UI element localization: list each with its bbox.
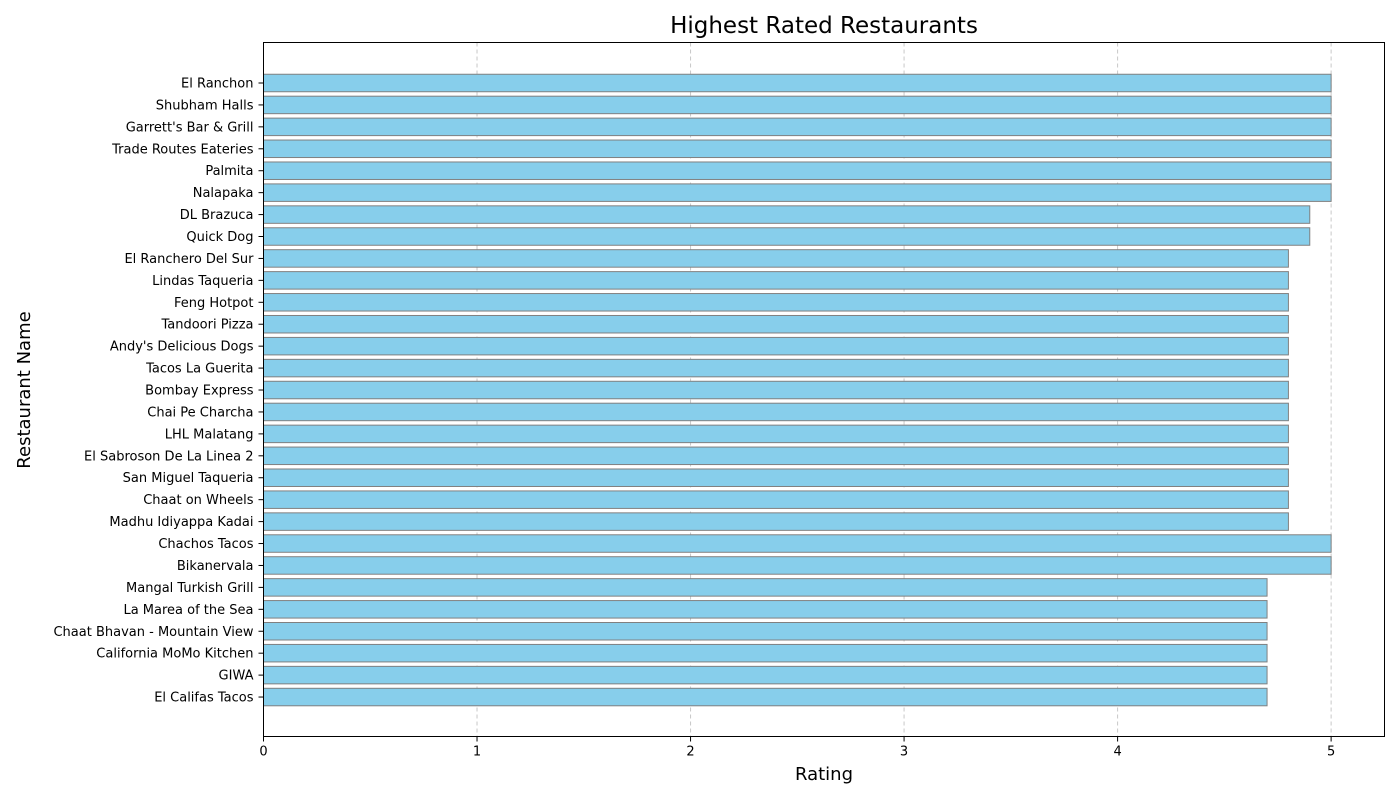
y-tick-label: Andy's Delicious Dogs xyxy=(110,340,254,355)
bar xyxy=(263,468,1289,487)
x-tick-label: 3 xyxy=(900,745,908,760)
x-tick-label: 5 xyxy=(1327,745,1335,760)
bar xyxy=(263,95,1332,115)
y-tick-label: Madhu Idiyappa Kadai xyxy=(109,515,253,530)
y-tick-label: Trade Routes Eateries xyxy=(111,142,254,157)
bar xyxy=(263,249,1289,268)
bar xyxy=(263,117,1332,137)
bar xyxy=(263,665,1268,685)
bar xyxy=(263,183,1332,202)
bar xyxy=(263,490,1289,509)
y-tick-label: Mangal Turkish Grill xyxy=(126,581,253,596)
bar xyxy=(263,402,1289,422)
x-axis-label: Rating xyxy=(795,764,853,785)
x-tick-label: 4 xyxy=(1113,745,1121,760)
y-tick-label: Feng Hotpot xyxy=(174,296,254,311)
y-tick-label: Nalapaka xyxy=(193,186,254,201)
y-tick-label: Bikanervala xyxy=(177,559,254,574)
bar xyxy=(263,578,1268,597)
y-tick-label: Chaat Bhavan - Mountain View xyxy=(53,625,253,640)
y-tick-label: La Marea of the Sea xyxy=(123,603,253,618)
bar xyxy=(263,687,1268,707)
bar xyxy=(263,534,1332,553)
bar xyxy=(263,73,1332,93)
bar xyxy=(263,227,1311,246)
x-tick-label: 2 xyxy=(686,745,694,760)
y-tick-label: LHL Malatang xyxy=(165,427,254,442)
y-tick-label: El Sabroson De La Linea 2 xyxy=(84,449,253,464)
bar xyxy=(263,358,1289,378)
x-axis-ticks: 0 1 2 3 4 5 xyxy=(259,736,1335,760)
y-tick-label: El Ranchero Del Sur xyxy=(124,252,254,267)
y-tick-label: Quick Dog xyxy=(186,230,253,245)
bar xyxy=(263,271,1289,290)
y-tick-label: Tacos La Guerita xyxy=(145,362,253,377)
y-tick-label: Shubham Halls xyxy=(156,98,254,113)
bar xyxy=(263,293,1289,312)
bar xyxy=(263,336,1289,356)
bar xyxy=(263,512,1289,531)
bar xyxy=(263,643,1268,663)
y-tick-label: GIWA xyxy=(219,669,254,684)
y-axis-ticks: El Ranchon Shubham Halls Garrett's Bar & G… xyxy=(53,77,264,706)
y-axis-label: Restaurant Name xyxy=(14,311,35,468)
y-tick-label: Tandoori Pizza xyxy=(160,318,253,333)
y-tick-label: Chaat on Wheels xyxy=(143,493,254,508)
y-tick-label: Chachos Tacos xyxy=(158,537,253,552)
bar xyxy=(263,161,1332,180)
chart-title: Highest Rated Restaurants xyxy=(670,13,978,39)
bar xyxy=(263,205,1311,224)
y-tick-label: Bombay Express xyxy=(145,384,254,399)
x-tick-label: 0 xyxy=(259,745,267,760)
bar xyxy=(263,622,1268,641)
y-tick-label: Garrett's Bar & Grill xyxy=(126,120,254,135)
y-tick-label: San Miguel Taqueria xyxy=(123,471,254,486)
bars xyxy=(263,73,1332,707)
y-tick-label: El Ranchon xyxy=(181,77,254,92)
bar xyxy=(263,556,1332,575)
bar xyxy=(263,424,1289,444)
bar xyxy=(263,380,1289,400)
bar xyxy=(263,446,1289,466)
y-tick-label: Palmita xyxy=(205,164,253,179)
y-tick-label: El Califas Tacos xyxy=(154,691,254,706)
bar xyxy=(263,314,1289,334)
plot-frame xyxy=(263,42,1385,737)
y-tick-label: California MoMo Kitchen xyxy=(96,647,253,662)
x-tick-label: 1 xyxy=(473,745,481,760)
bar xyxy=(263,600,1268,619)
bar xyxy=(263,139,1332,159)
y-tick-label: Chai Pe Charcha xyxy=(147,405,253,420)
y-tick-label: Lindas Taqueria xyxy=(152,274,253,289)
y-tick-label: DL Brazuca xyxy=(180,208,254,223)
